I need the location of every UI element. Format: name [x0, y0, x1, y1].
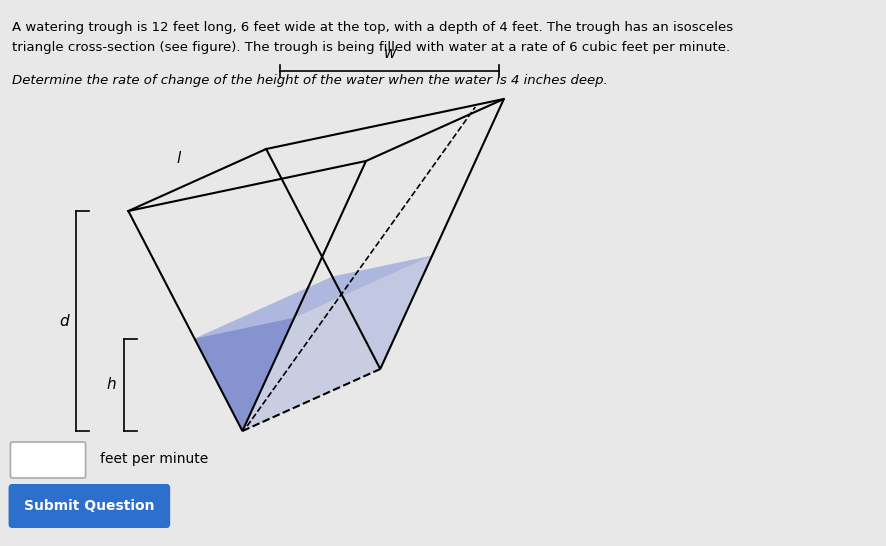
FancyBboxPatch shape — [11, 442, 85, 478]
Polygon shape — [194, 256, 431, 339]
Text: triangle cross-section (see figure). The trough is being filled with water at a : triangle cross-section (see figure). The… — [12, 41, 730, 54]
Text: h: h — [106, 377, 116, 392]
Text: feet per minute: feet per minute — [100, 453, 208, 466]
Text: A watering trough is 12 feet long, 6 feet wide at the top, with a depth of 4 fee: A watering trough is 12 feet long, 6 fee… — [12, 21, 733, 34]
Text: l: l — [176, 151, 180, 166]
Text: Submit Question: Submit Question — [24, 499, 154, 513]
Text: —: — — [22, 453, 35, 466]
Polygon shape — [194, 318, 294, 431]
Text: d: d — [58, 313, 68, 329]
Polygon shape — [332, 256, 431, 369]
FancyBboxPatch shape — [9, 484, 170, 528]
Polygon shape — [194, 277, 380, 431]
Text: Determine the rate of change of the height of the water when the water is 4 inch: Determine the rate of change of the heig… — [12, 74, 608, 87]
Text: w: w — [383, 46, 395, 61]
